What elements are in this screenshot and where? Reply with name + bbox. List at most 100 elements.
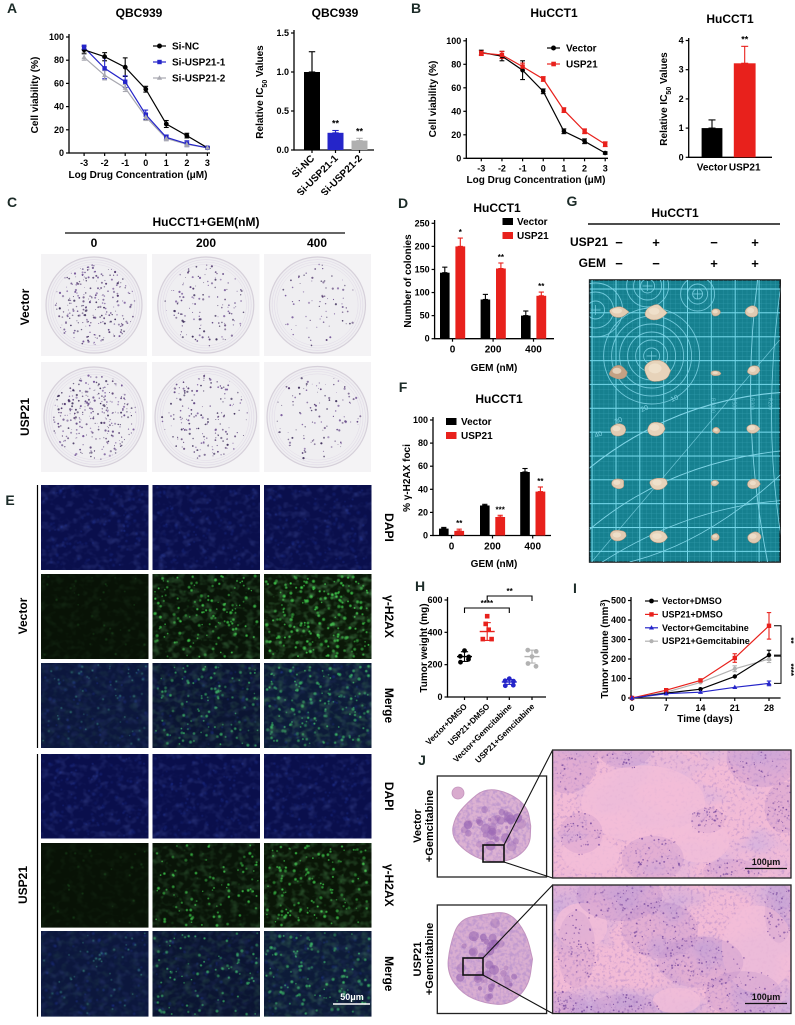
svg-text:0: 0 xyxy=(425,334,430,344)
svg-text:60: 60 xyxy=(418,461,428,471)
svg-text:E: E xyxy=(5,492,14,508)
svg-text:Log Drug Concentration (μM): Log Drug Concentration (μM) xyxy=(467,175,606,186)
svg-text:20: 20 xyxy=(451,130,461,140)
svg-text:I: I xyxy=(573,580,577,596)
svg-text:0: 0 xyxy=(59,148,64,158)
svg-text:B: B xyxy=(411,0,421,16)
svg-text:-3: -3 xyxy=(80,158,88,168)
svg-text:0: 0 xyxy=(679,152,684,162)
svg-text:Tumor volume (mm3): Tumor volume (mm3) xyxy=(600,599,612,698)
svg-text:Time (days): Time (days) xyxy=(677,714,732,725)
svg-text:0.0: 0.0 xyxy=(276,145,289,155)
svg-text:HuCCT1: HuCCT1 xyxy=(530,6,578,20)
svg-text:1.0: 1.0 xyxy=(276,67,289,77)
svg-text:DAPI: DAPI xyxy=(382,782,396,811)
svg-text:GEM: GEM xyxy=(579,256,606,270)
svg-text:40: 40 xyxy=(54,102,64,112)
svg-text:**: ** xyxy=(786,637,795,644)
svg-text:GEM (nM): GEM (nM) xyxy=(471,363,518,374)
svg-text:0.5: 0.5 xyxy=(276,106,289,116)
svg-text:20: 20 xyxy=(418,507,428,517)
svg-text:0: 0 xyxy=(437,692,442,702)
svg-text:40: 40 xyxy=(594,430,604,439)
svg-text:Si-USP21-2: Si-USP21-2 xyxy=(172,74,226,85)
svg-text:Merge: Merge xyxy=(382,956,396,992)
svg-text:USP21: USP21 xyxy=(570,235,608,249)
svg-text:0: 0 xyxy=(621,693,626,703)
svg-text:60: 60 xyxy=(54,78,64,88)
svg-text:QBC939: QBC939 xyxy=(312,6,359,20)
svg-text:1: 1 xyxy=(164,158,169,168)
svg-text:60: 60 xyxy=(451,83,461,93)
svg-text:R1000: R1000 xyxy=(710,398,716,413)
svg-text:Vector: Vector xyxy=(566,44,597,55)
svg-text:+Gemcitabine: +Gemcitabine xyxy=(424,923,436,995)
svg-text:QBC939: QBC939 xyxy=(116,6,163,20)
svg-text:Vector+DMSO: Vector+DMSO xyxy=(662,596,722,606)
svg-text:**: ** xyxy=(332,119,340,129)
svg-text:*: * xyxy=(459,228,463,237)
svg-text:0: 0 xyxy=(541,163,546,173)
svg-text:**: ** xyxy=(498,253,505,262)
svg-text:USP21+Gemcitabine: USP21+Gemcitabine xyxy=(662,636,750,646)
svg-text:+: + xyxy=(710,256,718,271)
svg-text:Number of colonies: Number of colonies xyxy=(403,234,414,328)
svg-text:USP21: USP21 xyxy=(18,398,32,436)
svg-text:GEM (nM): GEM (nM) xyxy=(471,559,518,570)
svg-text:HuCCT1: HuCCT1 xyxy=(651,206,699,220)
svg-text:Vector: Vector xyxy=(18,288,32,325)
svg-text:**: ** xyxy=(506,587,513,596)
svg-text:150: 150 xyxy=(415,264,430,274)
svg-text:400: 400 xyxy=(524,542,541,553)
svg-text:+: + xyxy=(652,235,660,250)
svg-text:Vector: Vector xyxy=(412,808,424,842)
svg-text:600: 600 xyxy=(427,595,442,605)
svg-text:R200: R200 xyxy=(767,398,773,410)
svg-text:R500: R500 xyxy=(731,398,737,410)
svg-text:Cell viability (%): Cell viability (%) xyxy=(30,57,41,134)
svg-text:0: 0 xyxy=(450,345,456,356)
svg-text:200: 200 xyxy=(485,345,502,356)
svg-text:**: ** xyxy=(456,519,463,528)
svg-text:***: *** xyxy=(496,505,506,514)
svg-text:****: **** xyxy=(481,599,494,608)
svg-text:-3: -3 xyxy=(477,163,485,173)
svg-text:250: 250 xyxy=(415,218,430,228)
svg-text:21: 21 xyxy=(730,703,740,713)
svg-text:-1: -1 xyxy=(121,158,129,168)
svg-text:3: 3 xyxy=(679,65,684,75)
svg-text:J: J xyxy=(418,752,426,768)
svg-text:Vector: Vector xyxy=(16,597,30,634)
svg-text:-2: -2 xyxy=(498,163,506,173)
svg-text:0: 0 xyxy=(629,703,634,713)
svg-text:28: 28 xyxy=(764,703,774,713)
svg-text:400: 400 xyxy=(307,236,327,250)
svg-text:Tumor weight (mg): Tumor weight (mg) xyxy=(419,603,430,692)
svg-text:****: **** xyxy=(786,663,795,676)
svg-text:100μm: 100μm xyxy=(752,857,781,867)
svg-text:Relative IC50 Values: Relative IC50 Values xyxy=(255,45,269,139)
svg-text:Vector: Vector xyxy=(697,162,728,173)
svg-text:40: 40 xyxy=(418,484,428,494)
svg-text:40: 40 xyxy=(451,106,461,116)
svg-text:2: 2 xyxy=(582,163,587,173)
svg-text:USP21: USP21 xyxy=(729,162,761,173)
svg-text:C: C xyxy=(7,195,17,210)
svg-text:200: 200 xyxy=(415,241,430,251)
svg-text:Merge: Merge xyxy=(382,688,396,724)
svg-text:Si-NC: Si-NC xyxy=(172,42,199,53)
svg-text:0: 0 xyxy=(143,158,148,168)
svg-text:Vector+Gemcitabine: Vector+Gemcitabine xyxy=(662,623,749,633)
svg-text:10: 10 xyxy=(670,394,680,403)
svg-text:Log Drug Concentration (μM): Log Drug Concentration (μM) xyxy=(69,170,208,181)
svg-text:20: 20 xyxy=(640,404,650,413)
svg-text:400: 400 xyxy=(525,345,542,356)
svg-text:-2: -2 xyxy=(101,158,109,168)
svg-text:−: − xyxy=(652,256,660,271)
svg-text:**: ** xyxy=(537,477,544,486)
svg-text:20: 20 xyxy=(54,125,64,135)
svg-text:400: 400 xyxy=(611,615,626,625)
svg-text:γ-H2AX: γ-H2AX xyxy=(382,864,396,907)
svg-text:Cell viability (%): Cell viability (%) xyxy=(428,61,439,138)
svg-text:−: − xyxy=(710,235,718,250)
